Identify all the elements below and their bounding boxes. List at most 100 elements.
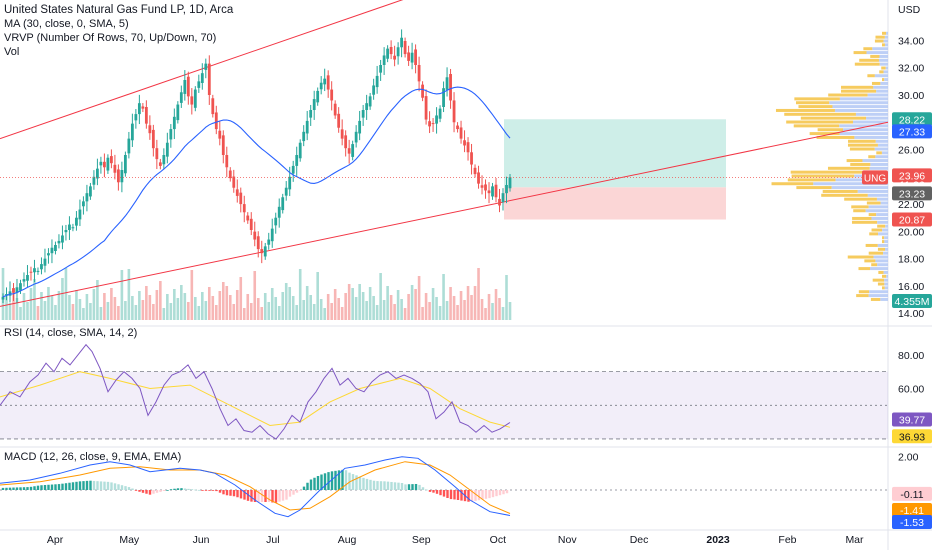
volume-bar xyxy=(166,294,169,320)
vrvp-row-down xyxy=(846,159,863,163)
signal-line xyxy=(0,461,511,514)
vrvp-row-up xyxy=(852,120,888,124)
vrvp-row-down xyxy=(795,101,830,105)
candle-body xyxy=(274,217,278,226)
macd-hist-bar xyxy=(19,487,22,490)
candle-body xyxy=(109,156,113,164)
candle-body xyxy=(137,103,141,115)
vrvp-row-up xyxy=(870,267,888,271)
vrvp-row-up xyxy=(885,247,888,251)
candle-body xyxy=(298,142,302,159)
macd-hist-bar xyxy=(43,485,47,490)
candle-body xyxy=(459,127,463,139)
macd-hist-bar xyxy=(106,481,110,490)
macd-hist-bar xyxy=(481,490,484,500)
vrvp-row-down xyxy=(882,236,885,240)
candle-body xyxy=(8,291,12,296)
vrvp-row-up xyxy=(884,43,888,47)
candle-body xyxy=(505,185,508,194)
candle-body xyxy=(340,129,344,139)
vrvp-row-up xyxy=(843,128,888,132)
volume-bar xyxy=(50,296,54,320)
vrvp-row-down xyxy=(871,228,883,232)
candle-body xyxy=(239,192,243,205)
vrvp-legend[interactable]: VRVP (Number Of Rows, 70, Up/Down, 70) xyxy=(4,32,217,44)
candle-body xyxy=(323,78,327,85)
volume-legend[interactable]: Vol xyxy=(4,46,20,58)
vrvp-row-up xyxy=(866,116,888,120)
macd-value-label-bg xyxy=(892,515,932,529)
macd-hist-bar xyxy=(148,490,152,495)
vrvp-row-up xyxy=(877,220,888,224)
volume-bar xyxy=(29,288,33,320)
vrvp-row-up xyxy=(871,216,888,220)
candle-body xyxy=(302,131,306,142)
volume-bar xyxy=(382,300,386,320)
candle-body xyxy=(36,270,40,272)
rsi-legend[interactable]: RSI (14, close, SMA, 14, 2) xyxy=(4,327,138,339)
vrvp-row-up xyxy=(886,31,888,35)
macd-hist-bar xyxy=(467,490,470,502)
rsi-tick-label: 80.00 xyxy=(898,350,924,362)
vrvp-row-up xyxy=(879,54,888,58)
volume-bar xyxy=(207,287,211,320)
macd-hist-bar xyxy=(358,476,362,490)
volume-bar xyxy=(71,304,75,320)
volume-bar xyxy=(64,268,68,320)
candle-body xyxy=(148,125,152,134)
macd-hist-bar xyxy=(89,480,92,490)
candle-body xyxy=(466,142,470,153)
macd-hist-bar xyxy=(96,481,99,490)
volume-value-label-bg xyxy=(892,294,932,308)
macd-hist-bar xyxy=(229,490,232,496)
vrvp-row-up xyxy=(884,236,888,240)
candle-body xyxy=(319,82,323,90)
volume-bar xyxy=(417,276,421,320)
macd-hist-bar xyxy=(390,481,393,490)
macd-hist-bar xyxy=(362,477,365,490)
macd-hist-bar xyxy=(348,472,351,490)
vrvp-row-up xyxy=(878,232,888,236)
vrvp-row-up xyxy=(882,228,888,232)
vrvp-row-up xyxy=(876,213,888,217)
macd-hist-bar xyxy=(169,489,173,490)
macd-hist-bar xyxy=(288,490,292,497)
time-tick-label: Aug xyxy=(338,534,357,546)
candle-body xyxy=(291,165,295,174)
vrvp-row-down xyxy=(850,162,871,166)
ma-legend[interactable]: MA (30, close, 0, SMA, 5) xyxy=(4,18,129,30)
candle-body xyxy=(64,230,68,233)
macd-hist-bar xyxy=(327,472,330,490)
candle-body xyxy=(197,81,201,88)
vrvp-row-up xyxy=(883,251,888,255)
chart-title[interactable]: United States Natural Gas Fund LP, 1D, A… xyxy=(4,4,234,16)
candle-body xyxy=(421,84,424,98)
signal-value-label: -1.41 xyxy=(892,503,932,517)
vrvp-row-down xyxy=(878,270,884,274)
target-price-label-text: 28.22 xyxy=(899,114,925,126)
macd-hist-bar xyxy=(267,490,271,502)
volume-bar xyxy=(319,299,323,320)
signal-value-label-bg xyxy=(892,503,932,517)
candle-body xyxy=(494,184,498,198)
volume-bar xyxy=(365,301,368,320)
vrvp-row-up xyxy=(874,147,888,151)
vrvp-row-up xyxy=(886,274,888,278)
volume-bar xyxy=(159,281,162,320)
volume-bar xyxy=(54,305,57,320)
vrvp-row-up xyxy=(884,35,888,39)
volume-bar xyxy=(298,269,302,320)
volume-bar xyxy=(131,296,134,320)
entry-price-label: 23.23 xyxy=(892,186,932,201)
vrvp-row-down xyxy=(827,166,870,170)
candle-body xyxy=(186,76,190,97)
macd-hist-bar xyxy=(183,488,187,490)
vrvp-row-down xyxy=(881,66,886,70)
macd-legend[interactable]: MACD (12, 26, close, 9, EMA, EMA) xyxy=(4,451,182,463)
vrvp-row-down xyxy=(771,182,814,186)
volume-bar xyxy=(68,295,71,320)
candle-body xyxy=(501,193,505,203)
macd-hist-bar xyxy=(470,490,474,502)
